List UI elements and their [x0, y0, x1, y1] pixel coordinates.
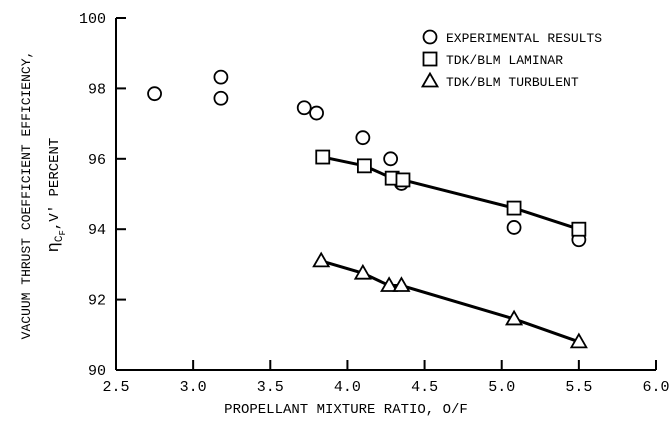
y-tick-label: 94: [88, 222, 106, 239]
data-point-square: [356, 158, 372, 174]
series-lines: [320, 155, 580, 344]
legend-label: EXPERIMENTAL RESULTS: [446, 31, 602, 46]
data-point-square: [571, 221, 587, 237]
x-tick-label: 4.5: [411, 379, 438, 396]
y-tick-label: 100: [79, 11, 106, 28]
data-point-circle: [506, 220, 522, 235]
legend: EXPERIMENTAL RESULTS TDK/BLM LAMINAR TDK/B…: [420, 29, 602, 90]
x-axis-ticks: 2.5 3.0 3.5 4.0 4.5 5.0 5.5 6.0: [102, 360, 670, 396]
x-tick-label: 5.0: [488, 379, 515, 396]
y-tick-label: 92: [88, 293, 106, 310]
x-tick-label: 2.5: [102, 379, 129, 396]
y-label-eta: η: [45, 242, 64, 252]
data-point-circle: [147, 86, 162, 102]
y-label-sub-c: C: [54, 235, 66, 242]
y-label-sub-f: F: [58, 230, 68, 235]
y-axis-label-line1: VACUUM THRUST COEFFICIENT EFFICIENCY,: [19, 51, 34, 340]
data-point-square: [506, 200, 522, 216]
legend-marker-triangle: [420, 71, 440, 88]
plot-frame: [115, 18, 656, 371]
x-tick-label: 3.0: [180, 379, 207, 396]
data-point-triangle: [392, 276, 411, 292]
data-point-triangle: [353, 263, 372, 280]
x-tick-label: 4.0: [334, 379, 361, 396]
legend-marker-circle: [422, 29, 438, 45]
x-tick-label: 3.5: [257, 379, 284, 396]
data-point-triangle: [380, 276, 399, 292]
x-tick-label: 5.5: [565, 379, 592, 396]
legend-label: TDK/BLM TURBULENT: [446, 75, 579, 90]
series-line-triangle: [320, 259, 580, 344]
data-point-circle: [355, 130, 371, 146]
legend-label: TDK/BLM LAMINAR: [446, 53, 563, 68]
data-point-triangle: [504, 309, 524, 326]
y-label-rest: ,V' PERCENT: [47, 138, 63, 230]
data-point-square: [315, 149, 331, 165]
y-tick-label: 96: [88, 152, 106, 169]
x-axis-label: PROPELLANT MIXTURE RATIO, O/F: [224, 402, 468, 418]
y-axis-label-line2: ηCF,V' PERCENT: [45, 138, 68, 253]
y-tick-label: 90: [88, 363, 106, 380]
data-point-circle: [213, 69, 229, 85]
data-point-circle: [309, 105, 324, 121]
data-point-circle: [383, 151, 399, 167]
data-point-circle: [213, 90, 229, 106]
y-tick-label: 98: [88, 81, 106, 98]
series-markers: [147, 69, 588, 349]
data-point-triangle: [312, 251, 331, 268]
data-point-triangle: [569, 332, 588, 349]
y-axis-ticks: 90 92 94 96 98 100: [79, 11, 126, 380]
x-tick-label: 6.0: [642, 379, 669, 396]
data-point-circle: [296, 100, 312, 116]
legend-marker-square: [422, 51, 438, 67]
data-point-square: [395, 172, 411, 188]
